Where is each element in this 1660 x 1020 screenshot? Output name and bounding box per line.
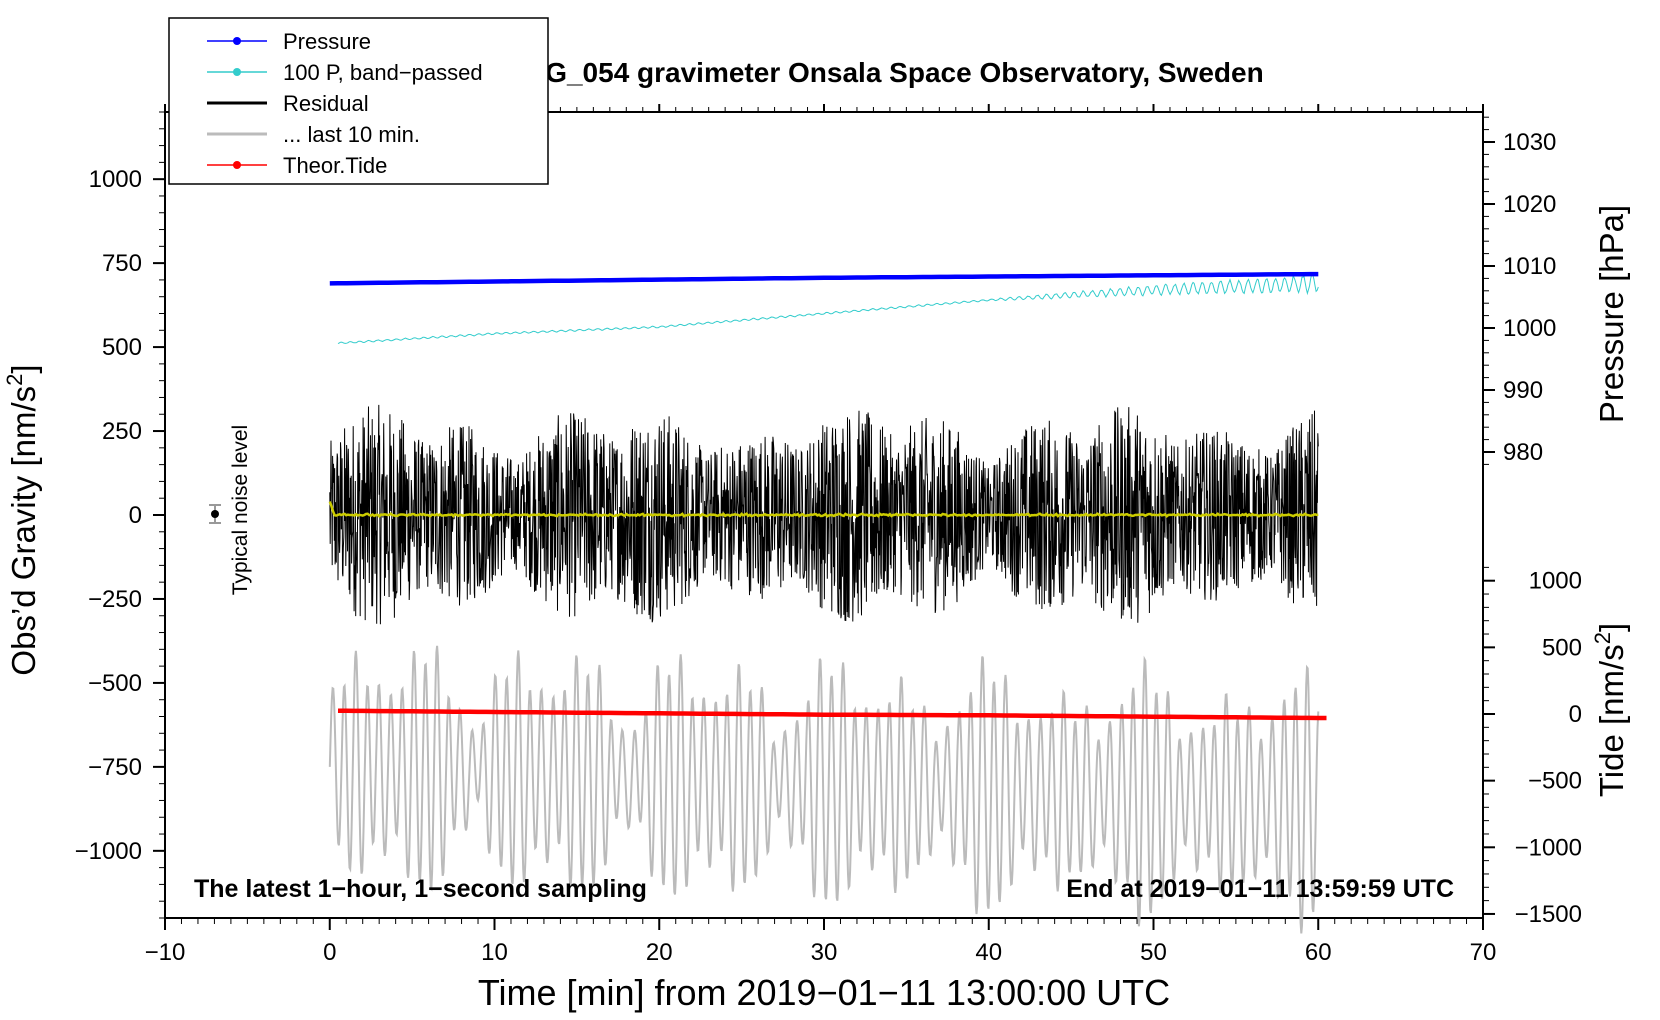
x-tick-label: 20 — [646, 939, 673, 966]
legend-label: Residual — [283, 91, 369, 116]
y-axis-tide: 1000 500 0 −500 −1000 −1500 — [1483, 566, 1582, 928]
footer-right: End at 2019−01−11 13:59:59 UTC — [1066, 875, 1454, 903]
series-100p-band-passed — [337, 273, 1319, 345]
legend-item: ... last 10 min. — [207, 122, 420, 147]
tide-axis-label-exponent: 2 — [1590, 632, 1615, 644]
y-axis-label: Obs’d Gravity [nm/s2] — [2, 364, 42, 675]
pressure-axis-label: Pressure [hPa] — [1593, 205, 1630, 423]
x-tick-label: −10 — [145, 939, 186, 966]
x-axis-label: Time [min] from 2019−01−11 13:00:00 UTC — [478, 972, 1170, 1013]
legend-label: Theor.Tide — [283, 153, 387, 178]
legend-item: Residual — [207, 91, 369, 116]
legend-label: 100 P, band−passed — [283, 60, 483, 85]
legend-swatch-marker — [233, 161, 241, 169]
pressure-tick-label: 1030 — [1503, 129, 1556, 156]
pressure-tick-label: 1000 — [1503, 315, 1556, 342]
x-tick-label: 70 — [1470, 939, 1497, 966]
pressure-tick-label: 980 — [1503, 439, 1543, 466]
legend-swatch-marker — [233, 37, 241, 45]
y-tick-label: 1000 — [89, 166, 142, 193]
y-axis-pressure: 1030 1020 1010 1000 990 980 — [1483, 116, 1556, 466]
y-tick-label: 750 — [102, 250, 142, 277]
y-tick-label: −750 — [88, 754, 142, 781]
legend-item: 100 P, band−passed — [207, 60, 483, 85]
pressure-tick-label: 1020 — [1503, 191, 1556, 218]
x-tick-label: 0 — [323, 939, 336, 966]
legend-item: Pressure — [207, 29, 371, 54]
pressure-tick-label: 990 — [1503, 377, 1543, 404]
y-axis-label-close: ] — [5, 364, 42, 373]
series-residual-smoothed — [328, 501, 1319, 519]
y-tick-label: −1000 — [75, 838, 142, 865]
series-theor-tide — [337, 708, 1327, 721]
y-tick-label: −250 — [88, 586, 142, 613]
legend-item: Theor.Tide — [207, 153, 387, 178]
y-tick-label: 500 — [102, 334, 142, 361]
series-residual — [329, 404, 1319, 625]
legend: Pressure 100 P, band−passed Residual ... la… — [168, 17, 549, 185]
legend-box — [168, 17, 549, 185]
y-axis-left: 1000 750 500 250 0 −250 −500 −750 −1000 — [75, 111, 165, 919]
x-tick-label: 30 — [811, 939, 838, 966]
y-tick-label: 0 — [129, 502, 142, 529]
series-group — [328, 271, 1327, 934]
noise-indicator: Typical noise level — [209, 425, 252, 595]
x-axis: −10 0 10 20 30 40 50 60 70 — [145, 104, 1497, 966]
tide-tick-label: −1500 — [1515, 901, 1582, 928]
legend-label: Pressure — [283, 29, 371, 54]
tide-tick-label: 0 — [1569, 701, 1582, 728]
legend-label: ... last 10 min. — [283, 122, 420, 147]
noise-dot — [211, 510, 219, 518]
chart-title: SCG_054 gravimeter Onsala Space Observat… — [506, 57, 1263, 88]
tide-axis-label-close: ] — [1593, 623, 1630, 632]
y-tick-label: 250 — [102, 418, 142, 445]
y-tick-label: −500 — [88, 670, 142, 697]
y-axis-label-exponent: 2 — [2, 374, 27, 386]
x-tick-label: 10 — [481, 939, 508, 966]
series-pressure — [329, 271, 1319, 286]
tide-tick-label: 1000 — [1529, 568, 1582, 595]
noise-label: Typical noise level — [229, 425, 252, 595]
tide-tick-label: −1000 — [1515, 834, 1582, 861]
legend-swatch-marker — [233, 68, 241, 76]
pressure-tick-label: 1010 — [1503, 253, 1556, 280]
x-tick-label: 40 — [975, 939, 1002, 966]
x-tick-label: 50 — [1140, 939, 1167, 966]
tide-tick-label: −500 — [1528, 768, 1582, 795]
tide-tick-label: 500 — [1542, 634, 1582, 661]
series-last-10-min — [328, 645, 1320, 934]
footer-left: The latest 1−hour, 1−second sampling — [194, 875, 647, 903]
tide-axis-label: Tide [nm/s2] — [1590, 623, 1630, 797]
x-tick-label: 60 — [1305, 939, 1332, 966]
